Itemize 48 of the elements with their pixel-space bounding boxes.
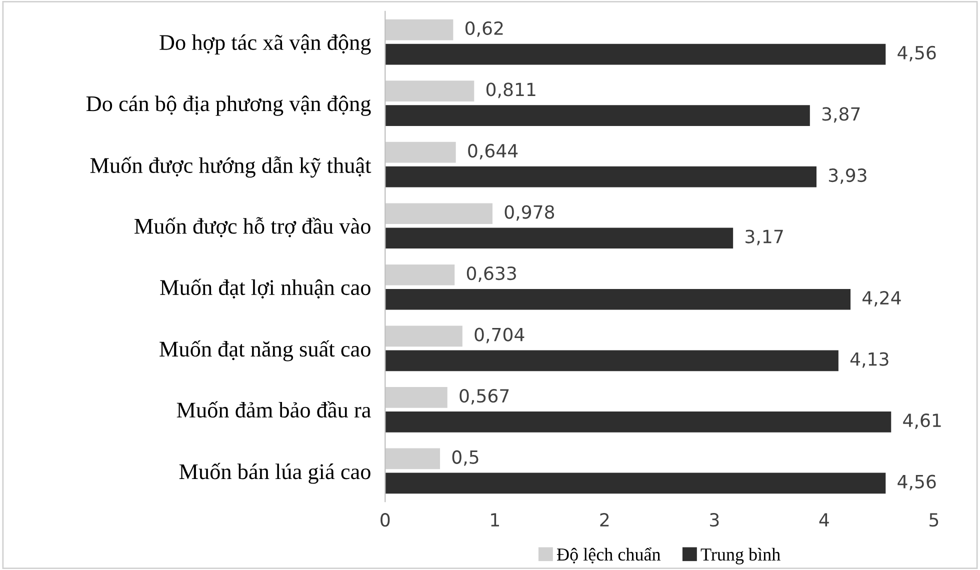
x-tick-label: 3 <box>710 513 719 527</box>
data-label: 3,93 <box>828 168 866 184</box>
data-label: 0,811 <box>486 82 536 98</box>
bar <box>385 203 492 224</box>
x-tick-label: 4 <box>819 513 829 526</box>
data-label: 4,13 <box>850 352 888 368</box>
bar <box>385 350 838 372</box>
data-label: 4,56 <box>898 46 936 62</box>
data-label: 0,978 <box>504 205 554 221</box>
x-tick-label: 5 <box>930 513 938 527</box>
x-tick-label: 2 <box>600 513 609 526</box>
bar <box>385 288 851 310</box>
bar <box>385 472 886 494</box>
bar <box>385 44 886 65</box>
legend-label: Trung bình <box>700 548 780 564</box>
data-label: 0,567 <box>460 389 509 405</box>
data-label: 4,61 <box>903 414 941 430</box>
bar <box>385 264 455 286</box>
y-tick-label: Muốn đảm bảo đầu ra <box>176 401 371 418</box>
y-tick-label: Muốn bán lúa giá cao <box>179 462 370 484</box>
bar <box>385 105 810 126</box>
y-tick-label: Do hợp tác xã vận động <box>160 34 371 55</box>
y-tick-label: Muốn đạt năng suất cao <box>160 340 370 362</box>
y-tick-label: Muốn đạt lợi nhuận cao <box>160 278 370 299</box>
bar <box>385 228 734 249</box>
bar <box>385 448 440 470</box>
y-tick-label: Muốn được hỗ trợ đầu vào <box>134 217 370 238</box>
data-label: 0,704 <box>474 328 524 344</box>
data-label: 0,633 <box>466 266 516 282</box>
bar <box>385 387 448 408</box>
bar <box>385 326 462 347</box>
x-tick-label: 1 <box>491 513 499 526</box>
data-label: 0,62 <box>465 21 503 37</box>
data-label: 3,87 <box>822 107 860 123</box>
bar <box>385 142 456 163</box>
data-label: 0,5 <box>452 450 478 466</box>
bar <box>385 166 816 188</box>
legend-label: Độ lệch chuẩn <box>556 547 661 564</box>
data-label: 0,644 <box>468 144 518 160</box>
x-tick-label: 0 <box>380 513 390 527</box>
data-label: 4,56 <box>898 474 936 490</box>
bar <box>385 19 454 40</box>
data-label: 4,24 <box>862 290 901 306</box>
bar <box>385 412 892 432</box>
y-tick-label: Do cán bộ địa phương vận động <box>86 96 371 116</box>
bar <box>385 80 474 102</box>
data-label: 3,17 <box>746 230 783 246</box>
y-tick-label: Muốn được hướng dẫn kỹ thuật <box>90 156 372 178</box>
